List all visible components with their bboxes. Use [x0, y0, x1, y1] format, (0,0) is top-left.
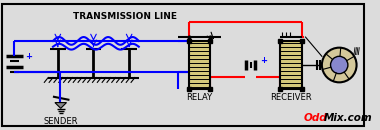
Text: Odd: Odd: [304, 113, 327, 123]
Circle shape: [322, 48, 356, 82]
Text: +: +: [260, 56, 267, 65]
Text: +: +: [25, 52, 32, 61]
Text: RECEIVER: RECEIVER: [270, 93, 312, 102]
Text: SENDER: SENDER: [43, 117, 78, 126]
Bar: [189, 41, 210, 89]
Polygon shape: [55, 103, 66, 108]
Circle shape: [331, 56, 348, 74]
Text: RELAY: RELAY: [187, 93, 212, 102]
Text: Mix.com: Mix.com: [324, 113, 372, 123]
Text: TRANSMISSION LINE: TRANSMISSION LINE: [73, 12, 177, 21]
Bar: [280, 41, 302, 89]
